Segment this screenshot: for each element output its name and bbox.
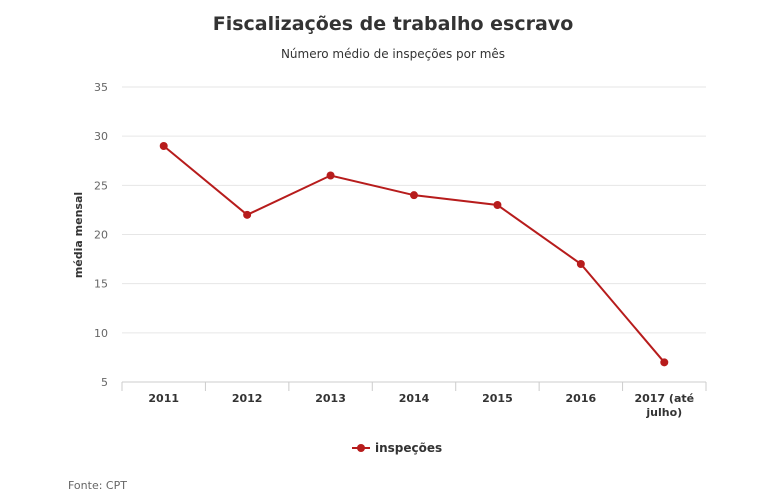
x-tick-label: 2011 <box>148 392 179 405</box>
data-point[interactable] <box>159 142 168 150</box>
legend-marker-symbol <box>357 444 365 452</box>
y-tick-label: 20 <box>94 229 108 242</box>
legend-label: inspeções <box>375 441 442 455</box>
y-tick-label: 35 <box>94 81 108 94</box>
y-axis-label: média mensal <box>72 192 85 278</box>
x-tick-label: 2017 (até julho) <box>634 392 694 419</box>
chart-subtitle: Número médio de inspeções por mês <box>281 47 505 61</box>
y-tick-label: 25 <box>94 179 108 192</box>
y-tick-label: 10 <box>94 327 108 340</box>
x-tick-label: 2013 <box>315 392 346 405</box>
gridlines <box>122 86 706 334</box>
x-tick-label: 2014 <box>399 392 430 405</box>
source-credit: Fonte: CPT <box>68 479 127 492</box>
data-point[interactable] <box>660 358 669 367</box>
x-axis: 2011 2012 2013 2014 2015 2016 2017 (até julho) <box>121 381 707 419</box>
data-point[interactable] <box>493 201 502 209</box>
x-tick-label: 2015 <box>482 392 513 405</box>
series <box>159 142 669 367</box>
y-tick-label: 30 <box>94 130 108 143</box>
data-point[interactable] <box>410 191 418 200</box>
x-tick-label: 2012 <box>232 392 263 405</box>
y-axis-ticks: 5 10 15 20 25 30 35 <box>94 81 108 389</box>
data-point[interactable] <box>576 260 585 268</box>
data-point[interactable] <box>326 171 335 180</box>
y-tick-label: 15 <box>94 278 108 291</box>
series-line <box>163 145 666 363</box>
legend[interactable]: inspeções <box>352 441 442 455</box>
x-tick-label: 2016 <box>566 392 597 405</box>
data-point[interactable] <box>243 210 252 219</box>
chart-title: Fiscalizações de trabalho escravo <box>213 13 574 35</box>
y-tick-label: 5 <box>101 376 108 389</box>
